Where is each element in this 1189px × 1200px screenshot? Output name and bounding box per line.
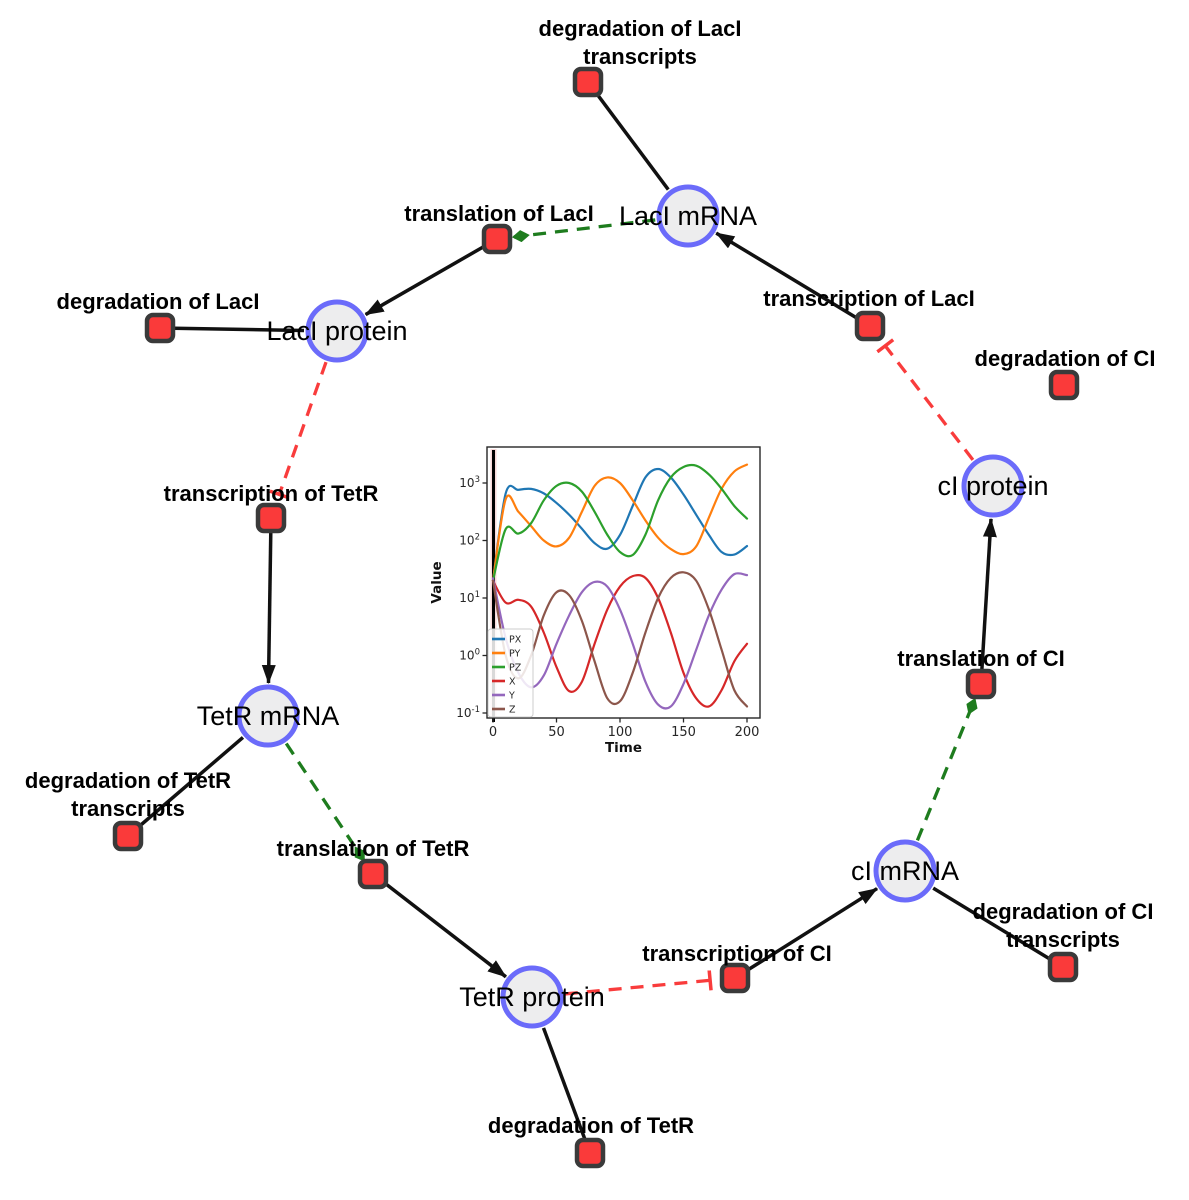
y-tick-label: 101 xyxy=(459,590,480,605)
plot-frame xyxy=(486,446,761,719)
reaction-label-translation_laci: translation of LacI xyxy=(404,201,593,226)
edge-modifier-ci_mrna-to-translation_ci xyxy=(915,697,978,842)
edge-consumption-ci_mrna-to-deg_ci_tx xyxy=(932,886,1052,962)
reaction-node-deg_laci xyxy=(144,312,176,344)
reaction-label-deg_tetr: degradation of TetR xyxy=(488,1113,694,1138)
reaction-node-deg_tetr xyxy=(574,1137,606,1169)
reaction-label-deg_tetr_tx: transcripts xyxy=(71,796,185,821)
edge-consumption-tetr_protein-to-deg_tetr xyxy=(541,1027,587,1141)
series-line-Y xyxy=(491,572,749,710)
series-line-X xyxy=(491,573,749,708)
species-node-laci_mrna xyxy=(656,184,720,248)
reaction-node-translation_ci xyxy=(965,668,997,700)
edge-inhibition-laci_protein-to-transcription_tetr xyxy=(269,361,328,500)
legend: PX PY PZ XYZ xyxy=(487,628,534,718)
reaction-label-deg_laci_tx: degradation of LacI xyxy=(539,16,742,41)
x-axis-label: Time xyxy=(605,740,642,756)
reaction-label-translation_ci: translation of CI xyxy=(897,646,1064,671)
reaction-label-deg_laci_tx: transcripts xyxy=(583,44,697,69)
reaction-node-deg_ci_tx xyxy=(1047,951,1079,983)
edge-production-translation_laci-to-laci_protein xyxy=(364,244,486,317)
x-tick-label: 200 xyxy=(735,725,760,740)
species-node-ci_mrna xyxy=(873,839,937,903)
reaction-node-deg_ci xyxy=(1048,369,1080,401)
reaction-label-deg_laci: degradation of LacI xyxy=(57,289,260,314)
labels-layer: LacI mRNA LacI protein TetR mRNA TetR prote… xyxy=(25,16,1156,1138)
species-node-ci_protein xyxy=(961,454,1025,518)
species-node-tetr_protein xyxy=(500,965,564,1029)
reaction-node-translation_laci xyxy=(481,223,513,255)
reaction-label-deg_ci_tx: degradation of CI xyxy=(973,899,1154,924)
reaction-label-deg_tetr_tx: degradation of TetR xyxy=(25,768,231,793)
species-node-laci_protein xyxy=(305,299,369,363)
reaction-node-transcription_tetr xyxy=(255,502,287,534)
reaction-label-transcription_ci: transcription of CI xyxy=(642,941,831,966)
species-node-tetr_mrna xyxy=(236,684,300,748)
species-label-ci_protein: cI protein xyxy=(937,471,1048,501)
legend-item-Z: Z xyxy=(509,705,516,716)
y-tick-label: 100 xyxy=(459,648,480,663)
reaction-node-deg_laci_tx xyxy=(572,66,604,98)
reaction-label-deg_ci: degradation of CI xyxy=(975,346,1156,371)
edge-consumption-tetr_mrna-to-deg_tetr_tx xyxy=(137,736,245,829)
species-label-tetr_protein: TetR protein xyxy=(459,982,605,1012)
reaction-node-transcription_laci xyxy=(854,310,886,342)
legend-item-PZ: PZ xyxy=(509,663,522,674)
series-line-PZ xyxy=(491,463,749,582)
edge-consumption-laci_protein-to-deg_laci xyxy=(173,326,305,333)
reaction-node-deg_tetr_tx xyxy=(112,820,144,852)
legend-item-PX: PX xyxy=(509,635,522,646)
edge-production-transcription_laci-to-laci_mrna xyxy=(715,231,859,321)
species-label-tetr_mrna: TetR mRNA xyxy=(197,701,340,731)
y-axis-label: Value xyxy=(429,561,445,603)
edge-consumption-laci_mrna-to-deg_laci_tx xyxy=(594,92,670,191)
edge-production-translation_ci-to-ci_protein xyxy=(980,517,997,671)
edge-production-transcription_ci-to-ci_mrna xyxy=(745,887,879,973)
reaction-label-transcription_tetr: transcription of TetR xyxy=(164,481,379,506)
reaction-node-transcription_ci xyxy=(719,962,751,994)
y-tick-label: 102 xyxy=(459,533,480,548)
edge-inhibition-tetr_protein-to-transcription_ci xyxy=(564,970,713,996)
reaction-node-translation_tetr xyxy=(357,858,389,890)
edge-inhibition-ci_protein-to-transcription_laci xyxy=(876,338,975,461)
legend-item-Y: Y xyxy=(508,691,515,702)
species-label-laci_protein: LacI protein xyxy=(266,316,407,346)
x-tick-label: 150 xyxy=(671,725,696,740)
edge-modifier-tetr_mrna-to-translation_tetr xyxy=(284,742,365,862)
x-tick-label: 0 xyxy=(489,725,497,740)
edges-layer xyxy=(137,92,1052,1141)
species-label-laci_mrna: LacI mRNA xyxy=(619,201,757,231)
legend-item-X: X xyxy=(509,677,516,688)
y-tick-label: 103 xyxy=(459,475,480,490)
edge-production-transcription_tetr-to-tetr_mrna xyxy=(261,531,276,685)
series-line-PY xyxy=(491,463,749,582)
reaction-label-deg_ci_tx: transcripts xyxy=(1006,927,1120,952)
reaction-label-translation_tetr: translation of TetR xyxy=(277,836,470,861)
edge-production-translation_tetr-to-tetr_protein xyxy=(383,881,507,979)
y-tick-label: 10-1 xyxy=(456,705,480,720)
nodes-layer xyxy=(112,66,1080,1169)
reaction-label-transcription_laci: transcription of LacI xyxy=(763,286,974,311)
species-label-ci_mrna: cI mRNA xyxy=(851,856,959,886)
x-tick-label: 50 xyxy=(548,725,565,740)
legend-item-PY: PY xyxy=(509,649,521,660)
edge-modifier-laci_mrna-to-translation_laci xyxy=(511,218,656,243)
x-tick-label: 100 xyxy=(608,725,633,740)
